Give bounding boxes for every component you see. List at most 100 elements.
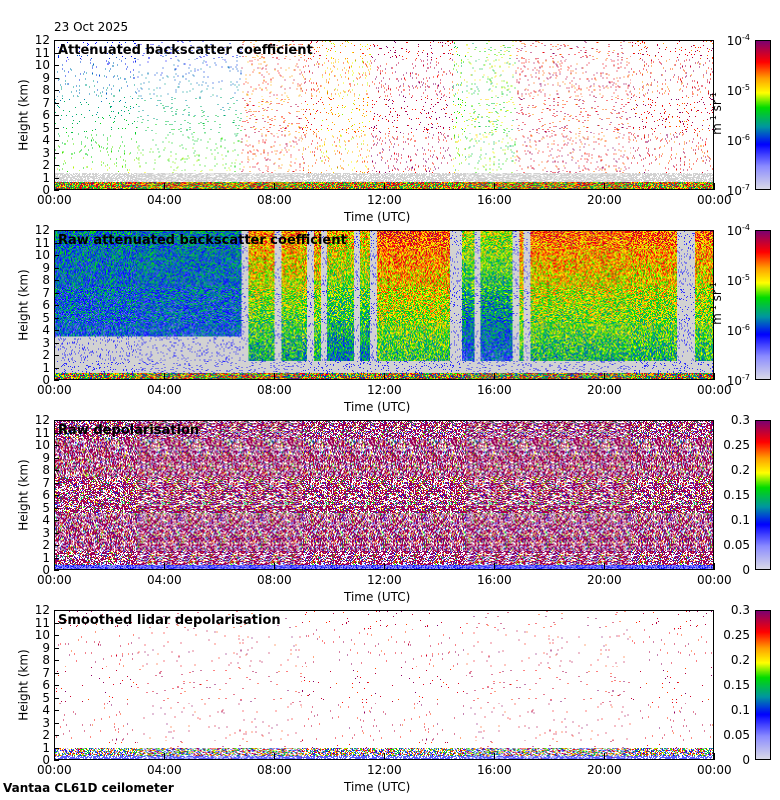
y-tick-label: 1 bbox=[42, 550, 50, 565]
y-tick-label: 12 bbox=[34, 33, 50, 47]
colorbar bbox=[755, 610, 771, 760]
y-tick-mark bbox=[54, 722, 59, 724]
y-tick-label: 11 bbox=[34, 425, 50, 440]
y-tick-label: 4 bbox=[42, 323, 50, 337]
y-tick-label: 3 bbox=[42, 715, 50, 730]
y-axis-label: Height (km) bbox=[16, 269, 31, 341]
colorbar-tick-label: 0.3 bbox=[731, 603, 750, 617]
y-axis-label: Height (km) bbox=[16, 649, 31, 721]
y-tick-label: 6 bbox=[42, 488, 50, 502]
y-tick-mark bbox=[54, 190, 59, 191]
x-tick-label: 08:00 bbox=[257, 383, 292, 397]
y-tick-mark bbox=[54, 305, 59, 306]
x-tick-mark bbox=[604, 373, 605, 380]
tick-base: 0.05 bbox=[723, 728, 750, 742]
tick-base: 0.1 bbox=[730, 703, 750, 717]
x-tick-label: 08:00 bbox=[257, 573, 292, 587]
x-axis-label: Time (UTC) bbox=[344, 590, 411, 604]
plot-title: Raw attenuated backscatter coefficient bbox=[58, 233, 347, 248]
y-tick-mark bbox=[54, 165, 59, 166]
y-tick-mark bbox=[54, 457, 59, 459]
y-tick-label: 5 bbox=[42, 690, 50, 705]
x-tick-label: 04:00 bbox=[147, 193, 182, 207]
tick-base: 0.2 bbox=[730, 653, 750, 667]
y-tick-label: 3 bbox=[42, 335, 50, 350]
y-tick-label: 1 bbox=[42, 740, 50, 755]
tick-base: 10 bbox=[726, 224, 743, 238]
unit-part: m bbox=[709, 123, 724, 135]
unit-part: -1 bbox=[708, 282, 718, 291]
tick-exponent: -7 bbox=[742, 183, 750, 192]
y-tick-label: 0 bbox=[42, 183, 50, 197]
tick-base: 0.25 bbox=[723, 438, 750, 452]
y-tick-mark bbox=[54, 127, 59, 129]
heatmap-image bbox=[55, 41, 713, 189]
x-axis-label: Time (UTC) bbox=[344, 780, 411, 794]
x-tick-mark bbox=[494, 563, 495, 570]
tick-exponent: -4 bbox=[742, 223, 750, 232]
y-tick-label: 7 bbox=[42, 475, 50, 490]
y-tick-mark bbox=[54, 317, 59, 319]
y-tick-mark bbox=[54, 610, 59, 611]
x-axis-label: Time (UTC) bbox=[344, 400, 411, 414]
x-tick-label: 16:00 bbox=[477, 383, 512, 397]
x-tick-label: 08:00 bbox=[257, 763, 292, 777]
y-tick-mark bbox=[54, 672, 59, 674]
unit-part: -1 bbox=[708, 115, 718, 124]
heatmap-plot-4: Smoothed lidar depolarisation bbox=[54, 610, 714, 760]
y-tick-mark bbox=[54, 330, 59, 331]
y-tick-label: 7 bbox=[42, 665, 50, 680]
plot-title: Smoothed lidar depolarisation bbox=[58, 613, 281, 628]
x-tick-mark bbox=[494, 373, 495, 380]
x-tick-mark bbox=[384, 183, 385, 190]
x-tick-mark bbox=[54, 373, 55, 380]
y-tick-label: 9 bbox=[42, 260, 50, 275]
y-tick-mark bbox=[54, 140, 59, 141]
y-tick-mark bbox=[54, 177, 59, 179]
y-tick-label: 2 bbox=[42, 728, 50, 742]
heatmap-image bbox=[55, 611, 713, 759]
heatmap-image bbox=[55, 421, 713, 569]
tick-base: 10 bbox=[726, 274, 743, 288]
x-tick-label: 00:00 bbox=[37, 763, 72, 777]
y-tick-label: 10 bbox=[34, 438, 50, 452]
y-tick-label: 7 bbox=[42, 285, 50, 300]
y-tick-mark bbox=[54, 685, 59, 686]
x-tick-mark bbox=[54, 753, 55, 760]
colorbar bbox=[755, 40, 771, 190]
x-axis-label: Time (UTC) bbox=[344, 210, 411, 224]
y-tick-label: 11 bbox=[34, 615, 50, 630]
y-tick-label: 1 bbox=[42, 360, 50, 375]
y-tick-mark bbox=[54, 255, 59, 256]
y-tick-label: 5 bbox=[42, 310, 50, 325]
tick-base: 0.25 bbox=[723, 628, 750, 642]
y-tick-label: 6 bbox=[42, 678, 50, 692]
colorbar-tick-label: 0.05 bbox=[723, 728, 750, 742]
colorbar-tick-label: 10-7 bbox=[727, 183, 750, 198]
x-tick-label: 00:00 bbox=[37, 383, 72, 397]
y-tick-mark bbox=[54, 292, 59, 294]
x-tick-mark bbox=[604, 183, 605, 190]
colorbar bbox=[755, 230, 771, 380]
y-tick-mark bbox=[54, 342, 59, 344]
tick-base: 10 bbox=[726, 374, 743, 388]
colorbar-tick-label: 10-7 bbox=[727, 373, 750, 388]
y-tick-label: 0 bbox=[42, 563, 50, 577]
colorbar-gradient bbox=[756, 421, 770, 569]
tick-exponent: -5 bbox=[742, 83, 750, 92]
x-tick-label: 20:00 bbox=[587, 573, 622, 587]
heatmap-plot-3: Raw depolarisation bbox=[54, 420, 714, 570]
y-tick-label: 3 bbox=[42, 525, 50, 540]
y-tick-label: 12 bbox=[34, 223, 50, 237]
y-tick-label: 12 bbox=[34, 603, 50, 617]
x-tick-label: 16:00 bbox=[477, 193, 512, 207]
y-tick-label: 6 bbox=[42, 298, 50, 312]
x-tick-mark bbox=[164, 183, 165, 190]
y-tick-label: 2 bbox=[42, 348, 50, 362]
y-tick-label: 10 bbox=[34, 58, 50, 72]
colorbar-tick-label: 10-4 bbox=[727, 223, 750, 238]
y-tick-label: 11 bbox=[34, 45, 50, 60]
tick-base: 0.1 bbox=[730, 513, 750, 527]
x-tick-label: 12:00 bbox=[367, 763, 402, 777]
y-tick-label: 0 bbox=[42, 753, 50, 767]
